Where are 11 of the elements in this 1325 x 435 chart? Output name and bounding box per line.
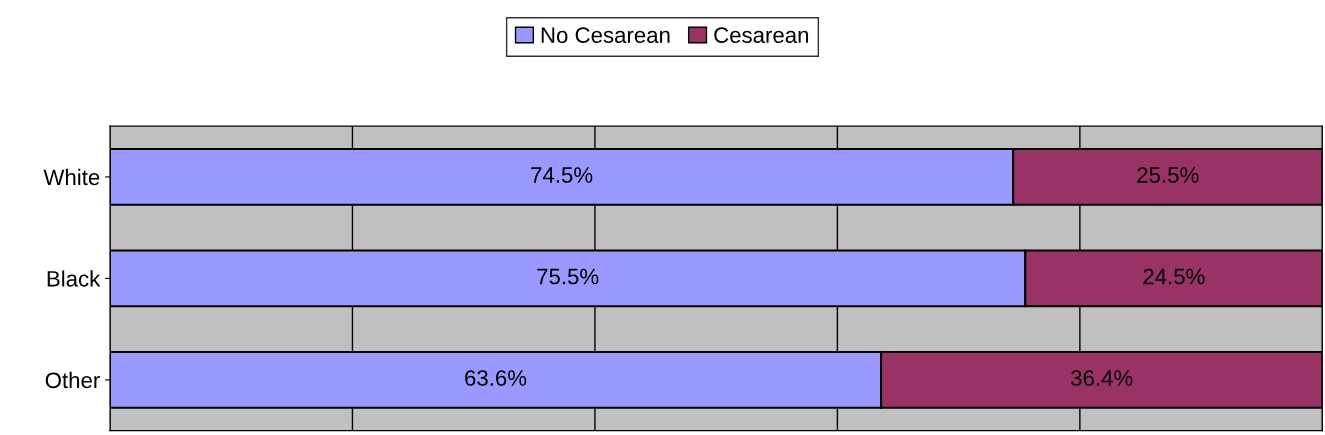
y-tick-label: White — [43, 168, 100, 186]
legend-label: No Cesarean — [541, 27, 670, 43]
data-label: 36.4% — [1071, 370, 1133, 386]
data-label: 74.5% — [531, 167, 593, 183]
legend-label: Cesarean — [714, 27, 809, 43]
y-tick-label: Black — [47, 270, 101, 287]
y-tick-label: Other — [45, 371, 100, 389]
data-label: 24.5% — [1143, 268, 1205, 285]
data-label: 75.5% — [537, 268, 599, 285]
data-label: 63.6% — [465, 370, 527, 386]
data-label: 25.5% — [1137, 167, 1199, 183]
